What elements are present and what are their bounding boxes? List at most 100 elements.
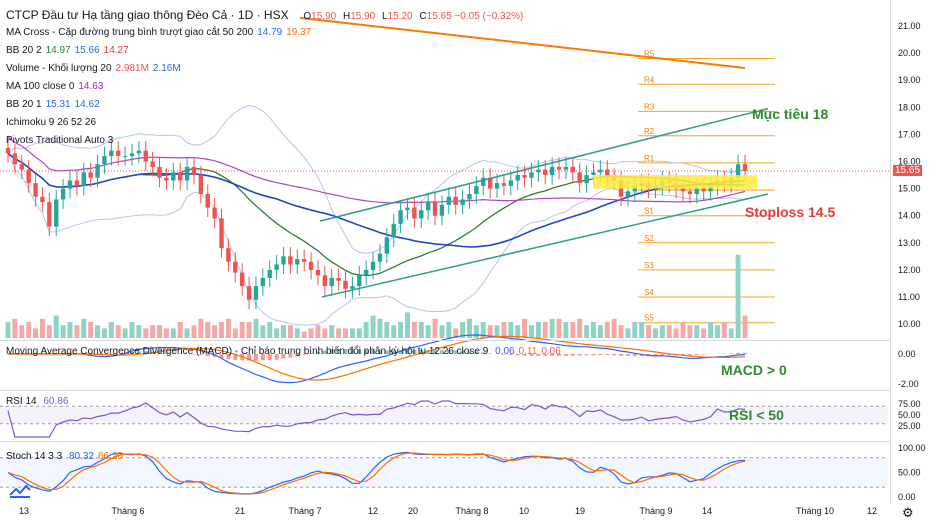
- settings-gear-icon[interactable]: ⚙: [902, 505, 914, 520]
- volume-bar: [680, 322, 686, 338]
- candle-body: [384, 237, 390, 254]
- price-tick-label: 18.00: [898, 102, 921, 112]
- volume-bar: [714, 325, 720, 338]
- macd-legend[interactable]: Moving Average Convergence Divergence (M…: [6, 346, 561, 357]
- stoch-d-line: [7, 452, 746, 495]
- legend-row[interactable]: Ichimoku 9 26 52 26: [6, 114, 523, 132]
- legend-value: 14.62: [74, 99, 100, 110]
- candle-body: [391, 223, 396, 238]
- pivot-label: R3: [644, 102, 655, 111]
- macd-signal-line: [8, 335, 746, 381]
- volume-bar: [673, 328, 679, 338]
- volume-bar: [411, 322, 417, 338]
- macd-hist-bar: [205, 354, 210, 356]
- legend-row[interactable]: MA 100 close 0 14.63: [6, 78, 523, 96]
- volume-bar: [466, 318, 472, 338]
- candle-body: [308, 261, 314, 270]
- stoploss-annotation: Stoploss 14.5: [745, 204, 836, 220]
- legend-row[interactable]: MA Cross - Cặp đường trung bình trượt gi…: [6, 24, 523, 42]
- legend-row[interactable]: BB 20 1 15.31 14.62: [6, 96, 523, 114]
- macd-hist-bar: [694, 354, 699, 355]
- volume-bar: [735, 254, 741, 338]
- x-tick-label: 19: [575, 506, 585, 516]
- x-tick-label: 14: [702, 506, 712, 516]
- low-value: 15.20: [387, 11, 413, 22]
- volume-bar: [508, 322, 514, 338]
- volume-bar: [370, 315, 376, 338]
- price-tick-label: 11.00: [898, 292, 920, 302]
- macd-hist-bar: [433, 349, 438, 354]
- candle-body: [301, 259, 307, 262]
- x-tick-label: 20: [408, 506, 418, 516]
- macd-tick-label: 0.00: [898, 349, 916, 359]
- candle-body: [467, 194, 472, 200]
- candle-body: [474, 185, 479, 195]
- pane-separator-rsi[interactable]: [0, 390, 890, 391]
- macd-hist-bar: [591, 354, 596, 356]
- tradingview-logo-icon[interactable]: [8, 483, 32, 499]
- rsi-tick-label: 50.00: [898, 410, 921, 420]
- pane-separator-macd[interactable]: [0, 340, 890, 341]
- candle-body: [198, 175, 204, 195]
- pane-separator-stoch[interactable]: [0, 441, 890, 442]
- stoch-band: [0, 457, 888, 488]
- volume-bar: [494, 325, 500, 338]
- candle-body: [74, 180, 80, 186]
- stoch-legend[interactable]: Stoch 14 3 3 80.32 66.20: [6, 451, 123, 462]
- candle-body: [109, 150, 114, 157]
- macd-hist-bar: [488, 353, 493, 354]
- candle-body: [742, 164, 748, 171]
- candle-body: [150, 161, 155, 167]
- candle-body: [501, 183, 507, 186]
- volume-bar: [5, 322, 11, 338]
- volume-bar: [101, 328, 107, 338]
- macd-hist-bar: [350, 349, 355, 354]
- price-tick-label: 19.00: [898, 75, 921, 85]
- candle-body: [453, 196, 458, 205]
- candle-body: [136, 150, 142, 154]
- price-tick-label: 13.00: [898, 238, 921, 248]
- volume-bar: [632, 322, 638, 338]
- ma200-line: [299, 16, 746, 69]
- volume-bar: [163, 328, 169, 338]
- candle-body: [315, 269, 321, 276]
- volume-bar: [129, 322, 135, 338]
- candle-body: [570, 166, 576, 173]
- macd-hist-bar: [653, 354, 658, 357]
- legend-row[interactable]: Volume - Khối lượng 20 2.981M 2.16M: [6, 60, 523, 78]
- x-tick-label: 12: [368, 506, 378, 516]
- candle-body: [233, 261, 238, 273]
- volume-bar: [281, 325, 287, 338]
- volume-bar: [570, 322, 576, 338]
- x-tick-label: Tháng 9: [639, 506, 672, 516]
- rsi-legend[interactable]: RSI 14 60.86: [6, 396, 69, 407]
- volume-bar: [219, 322, 225, 338]
- pivot-label: S1: [644, 207, 654, 216]
- macd-hist-bar: [157, 351, 162, 354]
- volume-bar: [46, 325, 52, 338]
- volume-bar: [308, 328, 314, 338]
- volume-bar: [721, 322, 727, 338]
- candle-body: [205, 194, 210, 208]
- x-tick-label: Tháng 6: [111, 506, 144, 516]
- legend-label: Volume - Khối lượng 20: [6, 63, 112, 74]
- bb-basis-line: [7, 152, 746, 277]
- volume-bar: [253, 318, 259, 338]
- macd-line: [8, 334, 746, 384]
- macd-hist-bar: [288, 354, 293, 358]
- candle-body: [529, 172, 534, 178]
- legend-row[interactable]: Pivots Traditional Auto 3: [6, 132, 523, 150]
- candle-body: [543, 169, 548, 176]
- candle-body: [157, 166, 162, 178]
- volume-bar: [177, 322, 183, 338]
- legend-value: 15.31: [45, 99, 71, 110]
- volume-bar: [225, 318, 231, 338]
- change-value: −0.05 (−0.32%): [454, 11, 524, 22]
- legend-row[interactable]: BB 20 2 14.97 15.66 14.27: [6, 42, 523, 60]
- candle-body: [19, 164, 24, 170]
- price-tick-label: 14.00: [898, 211, 921, 221]
- candle-body: [267, 269, 272, 279]
- candle-body: [584, 175, 589, 184]
- volume-bar: [542, 322, 548, 338]
